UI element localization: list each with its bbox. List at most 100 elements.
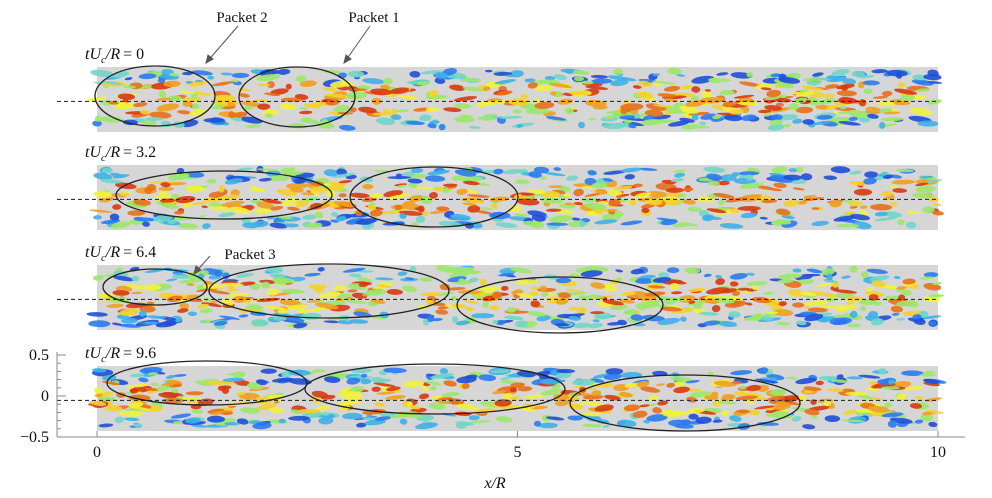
flow-structure [510,382,525,388]
flow-structure [874,211,888,217]
flow-structure [553,167,562,172]
flow-structure [892,188,908,193]
flow-structure [238,314,249,318]
flow-structure [751,285,760,291]
time-sub: c [101,54,106,66]
annotation-arrows [193,25,371,276]
flow-structure [738,385,746,390]
flow-structure [652,277,672,283]
flow-structure [373,382,396,387]
flow-structure [301,118,320,124]
flow-structure [224,422,240,426]
flow-structure [467,194,490,198]
flow-structure [583,394,604,400]
flow-structure [656,383,665,387]
flow-structure [604,208,618,212]
flow-structure [759,216,768,220]
flow-structure [905,210,921,214]
flow-structure [350,88,368,91]
flow-structure [520,192,535,196]
panel: tUc/R = 0 [57,46,943,132]
flow-structure [114,102,136,110]
flow-structure [364,419,386,426]
flow-structure [555,277,572,284]
flow-structure [746,384,761,392]
flow-structure [286,182,308,189]
flow-structure [394,204,403,210]
flow-structure [177,110,191,115]
flow-structure [92,368,107,373]
flow-structure [418,393,430,400]
flow-structure [811,220,829,227]
flow-structure [203,319,213,323]
flow-structure [266,81,275,89]
flow-structure [841,419,864,423]
flow-structure [491,291,503,299]
flow-structure [238,93,250,98]
flow-structure [181,71,194,76]
flow-structure [870,318,884,326]
flow-structure [586,416,602,422]
packet-outlines [94,65,801,432]
flow-structure [698,121,707,126]
flow-structure [660,306,682,312]
flow-structure [766,89,782,98]
flow-structure [149,111,172,119]
flow-structure [545,208,562,212]
flow-structure [92,275,105,281]
flow-structure [923,382,941,387]
flow-structure [570,70,590,75]
flow-structure [112,204,122,210]
flow-structure [256,83,271,87]
flow-structure [620,167,642,173]
flow-structure [678,105,700,114]
flow-structure [867,405,890,413]
flow-structure [251,319,269,327]
flow-structure [449,84,466,91]
flow-structure [114,416,125,424]
flow-structure [117,93,136,101]
flow-structure [776,321,791,326]
flow-structure [128,402,143,408]
flow-structure [816,114,833,120]
flow-structure [723,114,743,122]
flow-structure [671,291,683,295]
flow-structure [144,187,153,194]
flow-structure [829,199,842,208]
x-tick-label: 0 [93,444,101,461]
flow-structure [492,319,499,325]
flow-structure [804,313,824,322]
arrowhead [343,54,352,65]
flow-structure [358,106,377,114]
flow-structure [845,391,869,396]
flow-structure [427,169,451,176]
flow-structure [323,169,340,177]
flow-structure [450,213,472,221]
packet-ellipse [102,268,208,306]
flow-structure [133,217,158,222]
annotation: Packet 3 [224,247,275,263]
flow-structure [666,267,680,274]
flow-structure [434,72,448,79]
y-tick-label: −0.5 [20,429,49,446]
flow-structure [452,316,459,324]
flow-structure [464,300,480,304]
flow-structure [306,222,323,229]
flow-structure [336,168,348,176]
flow-structure [202,223,211,229]
flow-structure [657,272,670,278]
flow-structure [770,73,782,78]
flow-structure [124,77,133,81]
flow-structure [299,110,313,115]
flow-structure [792,268,802,273]
flow-structure [789,103,800,111]
flow-structure [894,88,918,95]
flow-structure [729,281,739,287]
flow-structure [548,215,573,223]
flow-structure [460,114,474,120]
flow-structure [831,69,850,76]
flow-structure [657,93,678,98]
flow-structure [859,205,868,209]
flow-structure [644,109,664,117]
flow-structure [597,201,610,205]
